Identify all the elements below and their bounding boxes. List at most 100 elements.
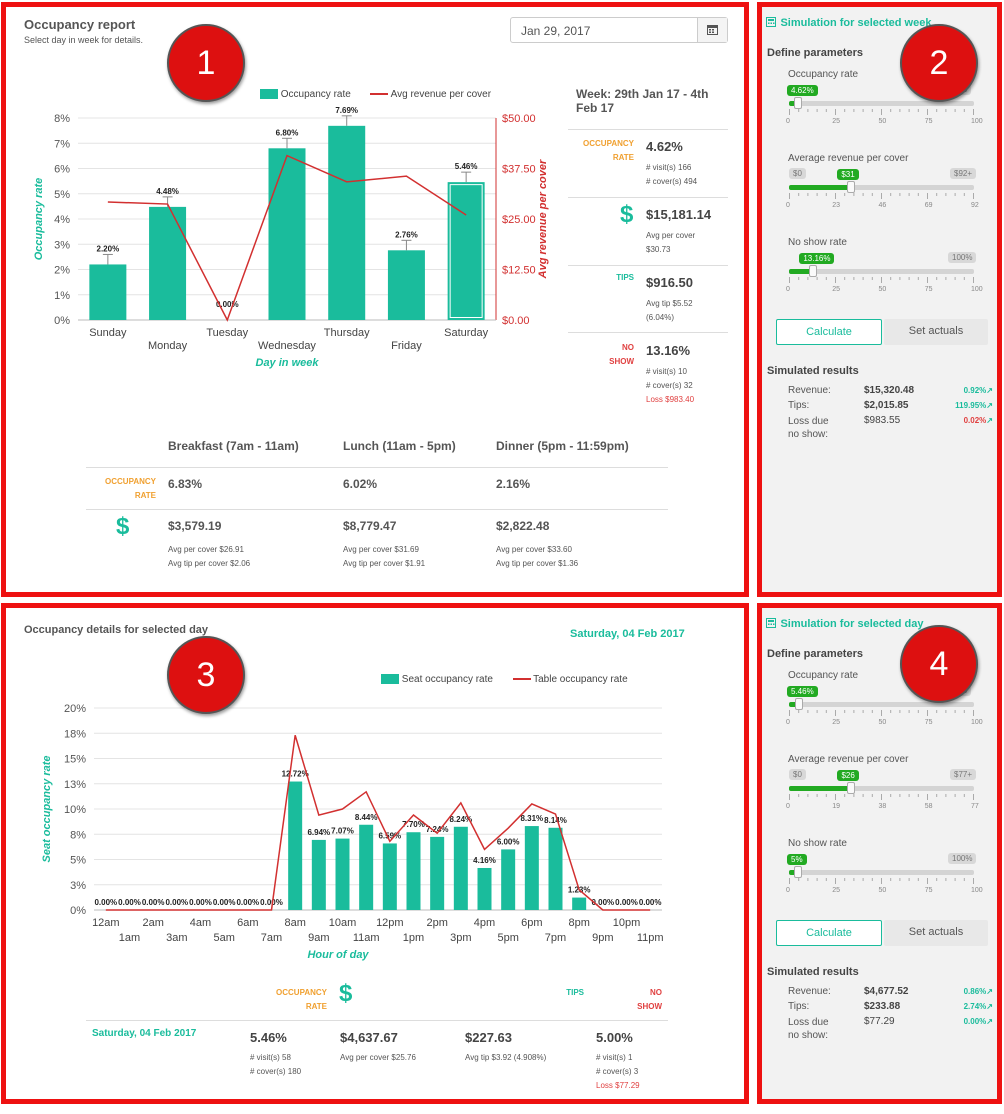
slider-handle[interactable]: [847, 181, 856, 193]
revenue-min-tag: $0: [789, 769, 806, 780]
slider-tick-label: 92: [971, 202, 979, 209]
legend-label-revenue: Avg revenue per cover: [390, 89, 492, 100]
no-show-rate-label: No show rate: [788, 838, 847, 849]
y-tick-label: 1%: [54, 290, 70, 302]
calculator-icon: [766, 618, 776, 628]
slider-handle[interactable]: [794, 866, 803, 878]
seat-occupancy-bar: [572, 897, 587, 910]
slider-handle[interactable]: [809, 265, 818, 277]
date-input[interactable]: Jan 29, 2017: [521, 24, 591, 38]
slider-handle[interactable]: [847, 782, 856, 794]
sim-loss-pct: 0.02%↗: [963, 416, 993, 425]
x-tick-label: Thursday: [324, 327, 370, 339]
set-actuals-button[interactable]: Set actuals: [884, 920, 988, 946]
day-revenue-value: $4,637.67: [340, 1030, 398, 1045]
x-tick-label: 9pm: [592, 932, 613, 944]
annotation-badge-1: 1: [167, 24, 245, 102]
week-title-line1: Week: 29th Jan 17 - 4th: [576, 87, 709, 101]
y2-axis-title: Avg revenue per cover: [537, 159, 549, 279]
slider-tick-label: 100: [971, 286, 983, 293]
meal-rev-breakfast: $3,579.19: [168, 519, 222, 533]
week-visits: # visit(s) 166 # cover(s) 494: [646, 163, 698, 186]
legend-label-occupancy: Occupancy rate: [280, 89, 351, 100]
slider-fill: [789, 870, 799, 875]
x-tick-label: Sunday: [89, 327, 127, 339]
y2-tick-label: $37.50: [502, 164, 536, 176]
legend-line-table: [512, 678, 531, 681]
avg-revenue-value-tag: $31: [837, 169, 859, 180]
sim-loss-value: $983.55: [864, 415, 901, 426]
bar-data-label: 0.00%: [189, 898, 212, 907]
legend-label-seat: Seat occupancy rate: [401, 674, 493, 685]
sim-revenue-value: $4,677.52: [864, 986, 909, 997]
slider-fill: [789, 101, 798, 106]
date-picker[interactable]: Jan 29, 2017: [510, 17, 728, 43]
occupancy-slider[interactable]: 4.62%: [787, 85, 974, 109]
slider-tick-label: 50: [878, 887, 887, 894]
occupancy-bar: [149, 206, 187, 320]
annotation-badge-2: 2: [900, 24, 978, 102]
day-noshow-value: 5.00%: [596, 1030, 633, 1045]
occupancy-bar: [268, 148, 306, 320]
sim-tips-value: $233.88: [864, 1001, 901, 1012]
day-avg-per-cover: Avg per cover $25.76: [340, 1053, 416, 1062]
week-occupancy-value: 4.62%: [646, 139, 683, 154]
meal-occ-breakfast: 6.83%: [168, 477, 203, 491]
calculate-button[interactable]: Calculate: [776, 319, 882, 345]
occupancy-bar: [447, 182, 485, 320]
define-parameters-heading: Define parameters: [767, 47, 863, 59]
bar-data-label: 7.69%: [335, 106, 358, 115]
bar-data-label: 5.46%: [455, 162, 478, 171]
avg-revenue-slider[interactable]: $26: [789, 770, 974, 794]
annotation-badge-4: 4: [900, 625, 978, 703]
simulated-results-heading: Simulated results: [767, 365, 859, 377]
x-axis-title: Hour of day: [307, 949, 369, 961]
week-tips-value: $916.50: [646, 275, 693, 290]
bar-data-label: 0.00%: [165, 898, 188, 907]
day-avg-tip: Avg tip $3.92 (4.908%): [465, 1053, 547, 1062]
slider-tick-label: 75: [924, 118, 933, 125]
x-tick-label: 7am: [261, 932, 282, 944]
meal-head-lunch: Lunch (11am - 5pm): [343, 439, 456, 453]
bar-data-label: 7.70%: [402, 820, 425, 829]
calculate-button[interactable]: Calculate: [776, 920, 882, 946]
chart1-legend: Occupancy rate Avg revenue per cover: [260, 89, 491, 100]
occupancy-bar: [387, 250, 425, 320]
slider-handle[interactable]: [793, 97, 802, 109]
y-tick-label: 7%: [54, 138, 70, 150]
seat-occupancy-bar: [524, 826, 539, 910]
occupancy-rate-label: Occupancy rate: [788, 670, 859, 681]
sim-title: Simulation for selected week: [780, 17, 932, 29]
legend-swatch-occupancy: [260, 89, 278, 100]
bar-data-label: 0.00%: [118, 898, 141, 907]
set-actuals-button[interactable]: Set actuals: [884, 319, 988, 345]
page-title: Occupancy report: [24, 17, 136, 32]
occupancy-slider[interactable]: 5.46%: [787, 686, 974, 710]
avg-revenue-value-tag: $26: [837, 770, 859, 781]
calendar-icon[interactable]: [697, 18, 727, 42]
meal-sub-breakfast: Avg per cover $26.91 Avg tip per cover $2…: [168, 545, 251, 568]
x-tick-label: 3am: [166, 932, 187, 944]
week-tips-label: TIPS: [616, 273, 634, 282]
x-tick-label: Saturday: [444, 327, 489, 339]
meal-rev-dinner: $2,822.48: [496, 519, 550, 533]
slider-ticks: [789, 878, 974, 884]
day-tips-value: $227.63: [465, 1030, 512, 1045]
weekly-occupancy-chart[interactable]: 0% 1% 2% 3% 4% 5% 6% 7% 8% $0.00 $12.50 $25.00 $37.5…: [6, 102, 566, 382]
x-tick-label: 3pm: [450, 932, 471, 944]
avg-revenue-slider[interactable]: $31: [789, 169, 974, 193]
slider-handle[interactable]: [795, 698, 804, 710]
no-show-slider[interactable]: 5%: [787, 854, 974, 878]
x-tick-label: 1pm: [403, 932, 424, 944]
sim-header: Simulation for selected day: [766, 614, 924, 632]
bar-data-label: 0.00%: [639, 898, 662, 907]
day-noshow-details: # visit(s) 1 # cover(s) 3 Loss $77.29: [596, 1053, 640, 1090]
y-tick-label: 0%: [70, 905, 86, 917]
seat-occupancy-bar: [406, 832, 421, 910]
day-noshow-label: NO SHOW: [637, 988, 662, 1011]
week-avg-tip: Avg tip $5.52 (6.04%): [646, 299, 693, 322]
x-tick-label: 6pm: [521, 917, 542, 929]
no-show-slider[interactable]: 13.16%: [789, 253, 974, 277]
calculator-icon: [766, 17, 776, 27]
hourly-occupancy-chart[interactable]: 0% 3% 5% 8% 10% 13% 15% 18% 20% 0.00% 12am 0.00% 1am…: [6, 688, 706, 968]
